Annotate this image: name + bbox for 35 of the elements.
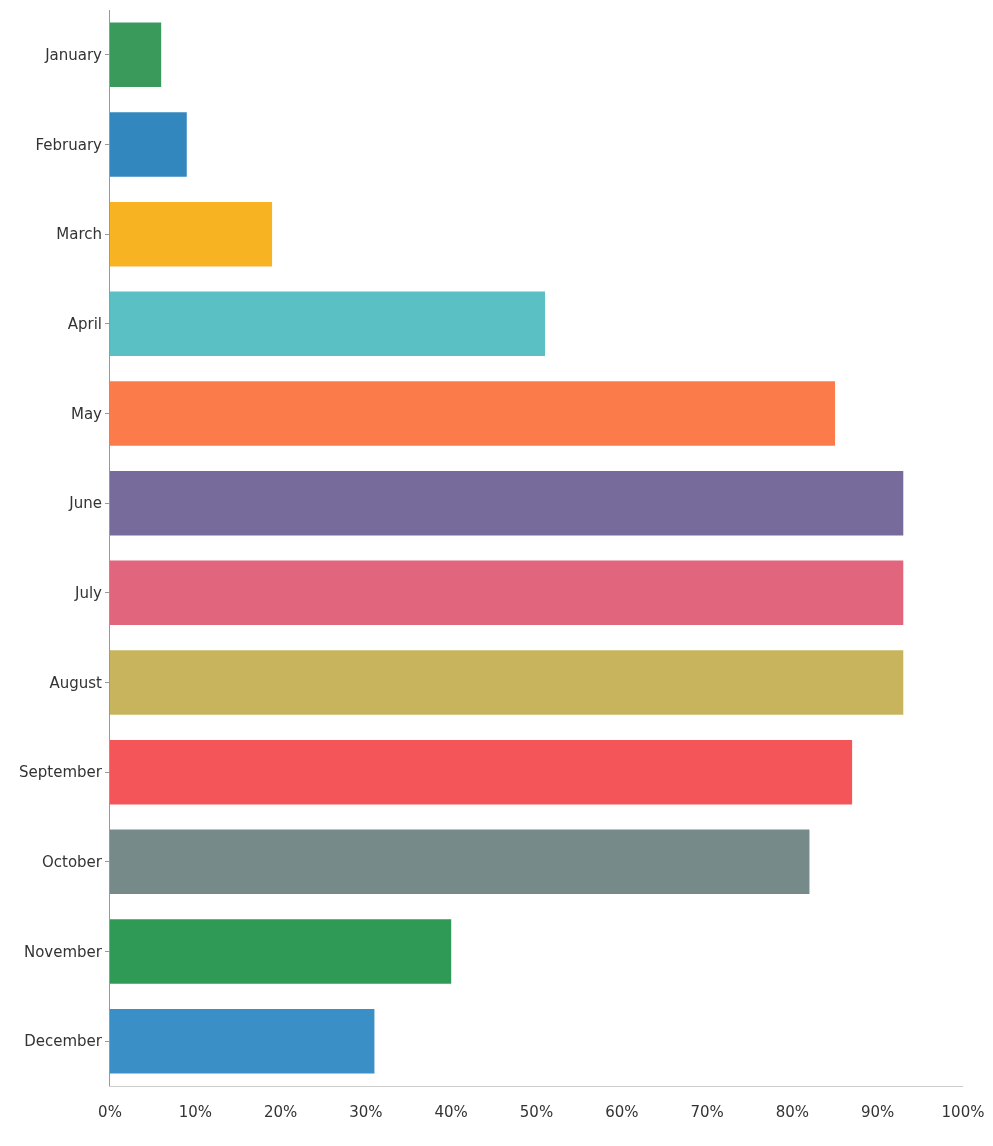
- y-tick-label: July: [74, 584, 103, 603]
- x-tick-label: 10%: [178, 1103, 212, 1121]
- x-tick-label: 90%: [861, 1103, 895, 1121]
- y-tick-label: March: [56, 225, 102, 244]
- x-tick-label: 80%: [775, 1103, 810, 1121]
- bar: [110, 829, 810, 895]
- bar: [110, 201, 273, 267]
- y-tick-label: April: [67, 315, 102, 334]
- bar: [110, 291, 546, 357]
- bar: [110, 1008, 375, 1074]
- x-tick-label: 100%: [941, 1103, 985, 1121]
- x-tick-label: 60%: [605, 1103, 639, 1121]
- bar: [110, 919, 452, 984]
- bar: [110, 22, 162, 88]
- y-tick-label: June: [68, 494, 102, 513]
- x-tick-label: 0%: [98, 1103, 122, 1121]
- bar: [110, 470, 904, 536]
- bar: [110, 381, 836, 446]
- x-tick-label: 30%: [349, 1103, 383, 1121]
- bar: [110, 112, 187, 177]
- x-tick-label: 50%: [519, 1103, 554, 1121]
- y-tick-label: January: [44, 46, 103, 65]
- y-tick-label: November: [23, 942, 103, 961]
- y-tick-label: December: [24, 1032, 103, 1051]
- y-tick-label: October: [41, 853, 103, 872]
- bar: [110, 739, 853, 805]
- y-tick-label: August: [49, 673, 103, 692]
- y-tick-label: September: [19, 763, 103, 782]
- bar: [110, 650, 904, 715]
- y-tick-label: February: [35, 135, 103, 154]
- x-tick-label: 70%: [690, 1103, 724, 1121]
- y-tick-label: May: [70, 404, 103, 423]
- x-tick-label: 40%: [434, 1103, 468, 1121]
- bar: [110, 560, 904, 626]
- x-tick-label: 20%: [263, 1103, 298, 1121]
